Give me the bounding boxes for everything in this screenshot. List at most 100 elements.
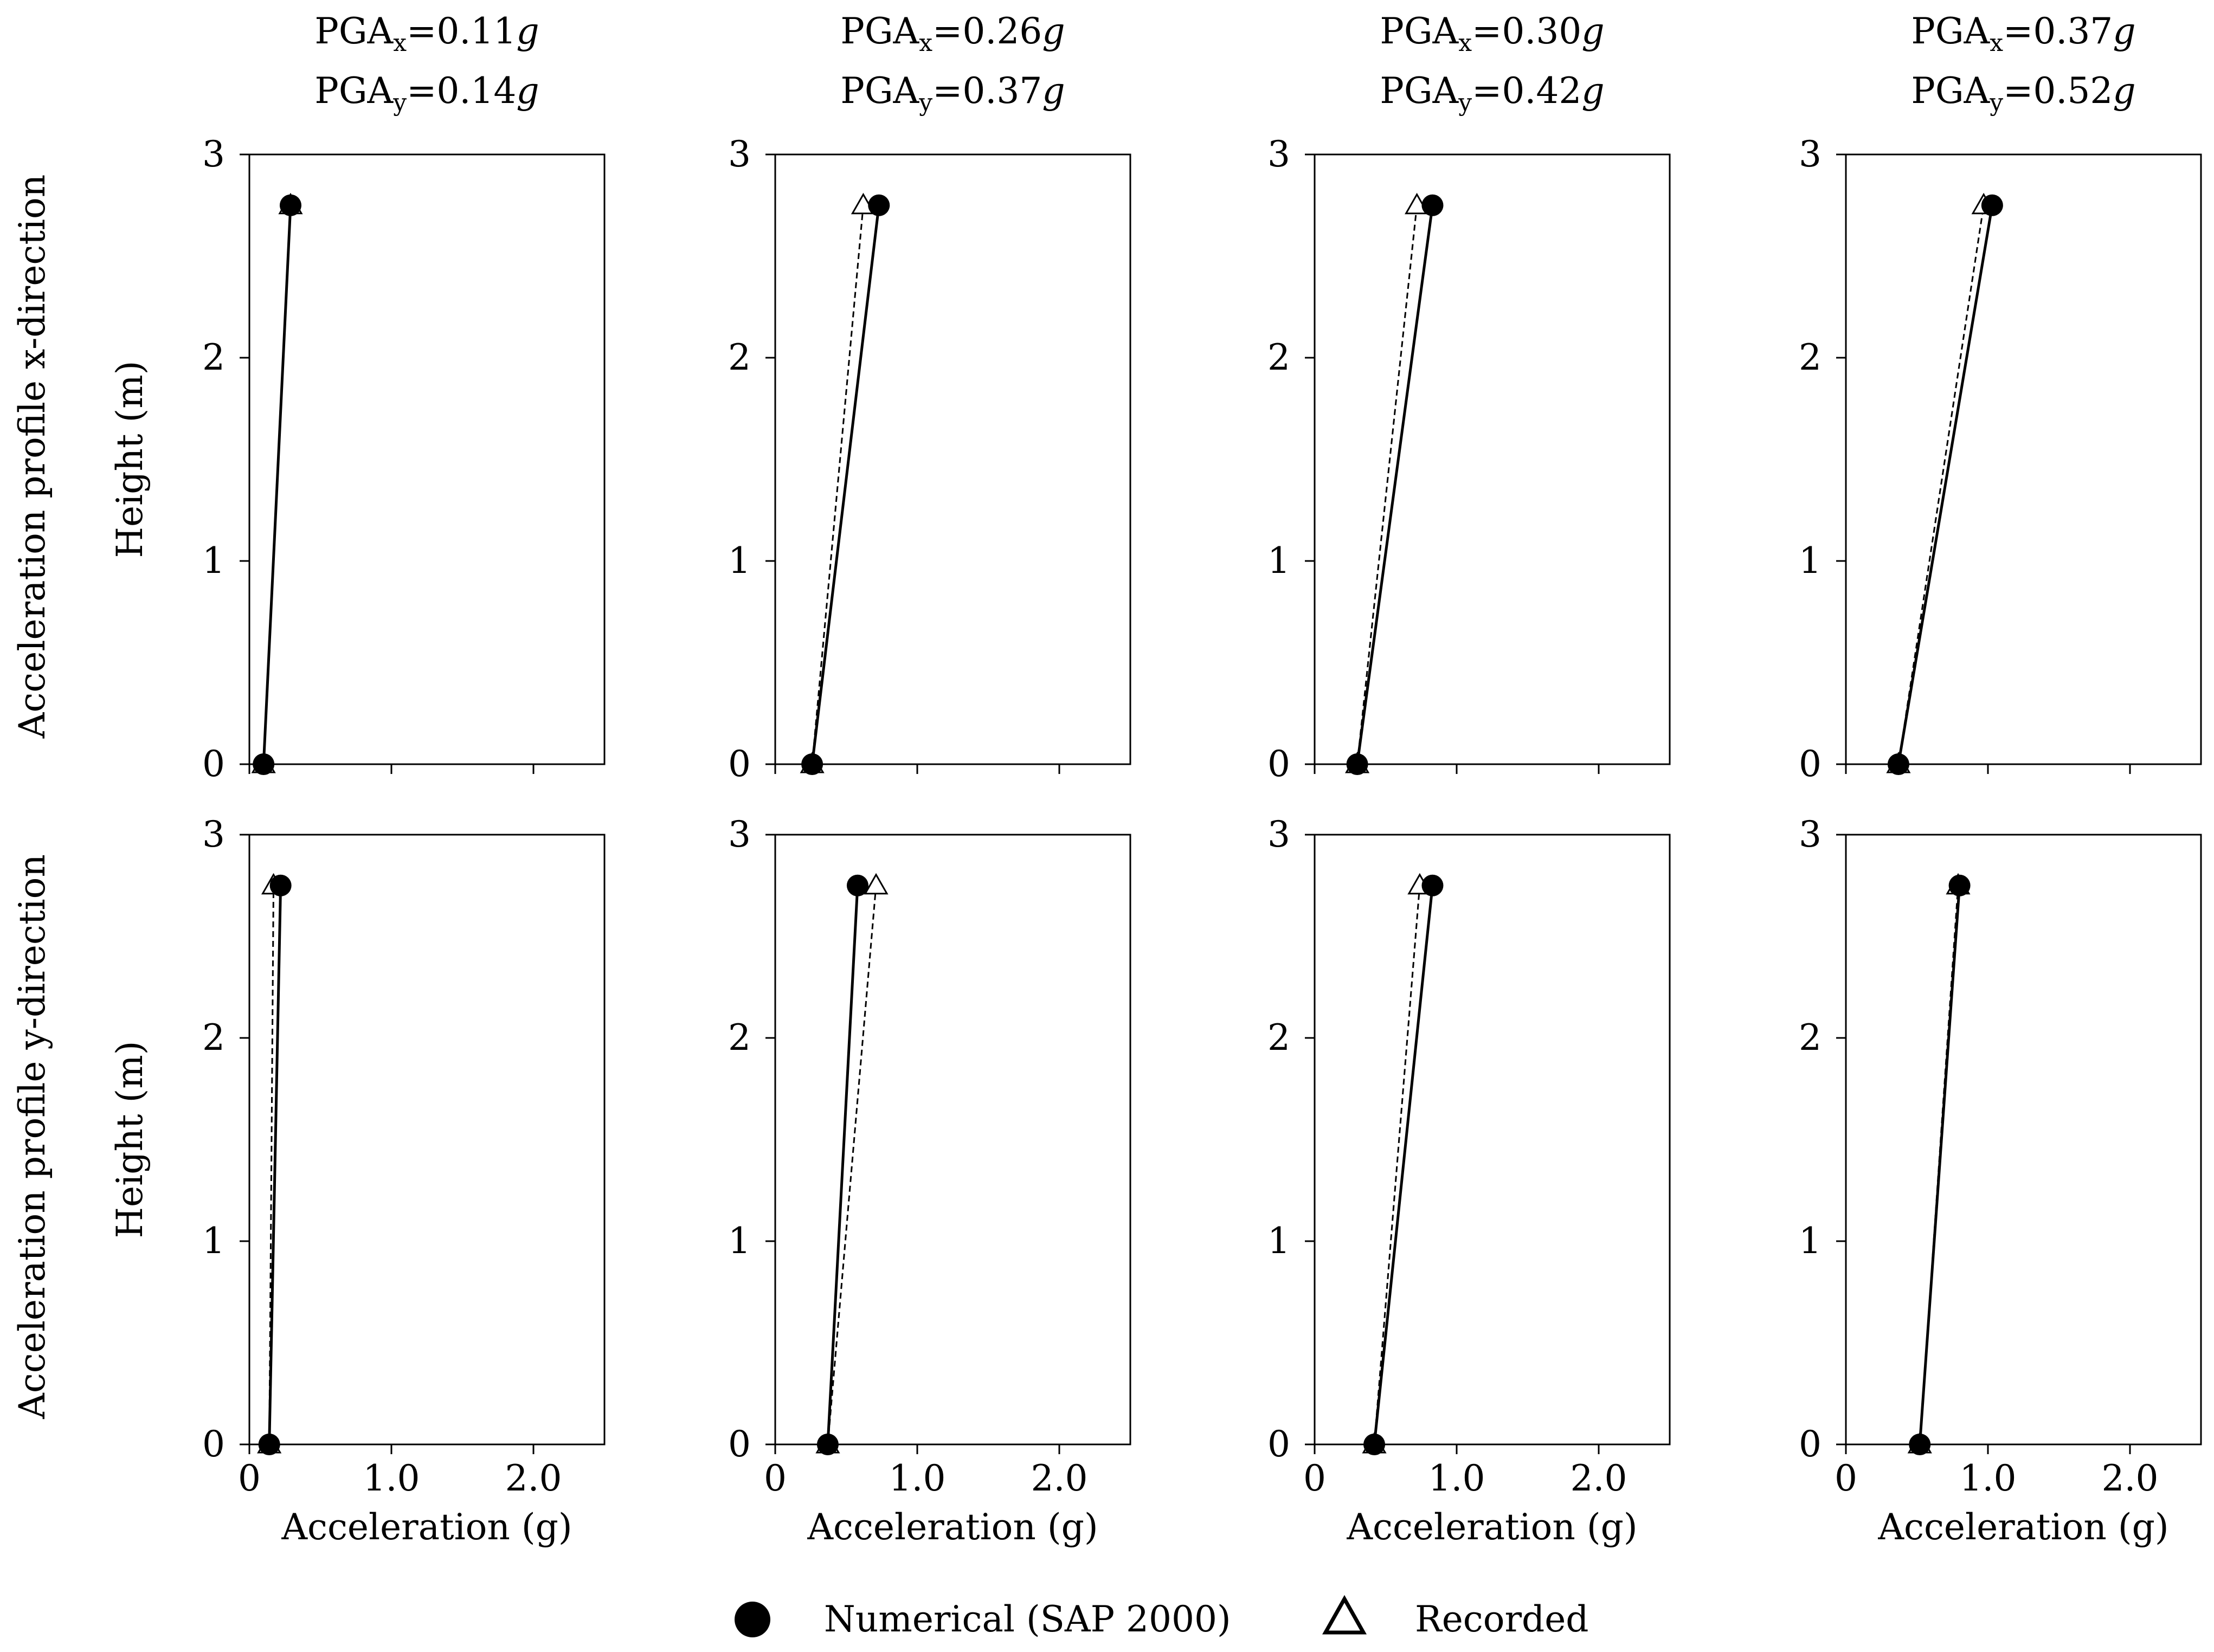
series-line-numerical [262, 205, 292, 765]
point-recorded [864, 873, 889, 895]
title-unit: g [2113, 10, 2135, 52]
title-value: =0.37 [2003, 10, 2113, 52]
y-tick-label: 0 [1799, 1423, 1822, 1465]
title-subscript: y [1989, 89, 2003, 117]
title-value: =0.26 [932, 10, 1042, 52]
point-numerical [868, 194, 890, 216]
title-subscript: y [392, 89, 407, 117]
x-tick-label: 0 [1303, 1457, 1326, 1499]
panel-title-line: PGAy=0.37g [840, 70, 1065, 117]
y-tick-label: 0 [1267, 1423, 1290, 1465]
point-numerical [1887, 753, 1909, 775]
chart-panel-row2-col3: 0 1 2 3 0 1.0 2.0 Acceleration (g) [1267, 814, 1671, 1548]
plot-frame [1845, 834, 2202, 1446]
title-pga: PGA [840, 70, 919, 112]
y-tick-label: 1 [1799, 1220, 1822, 1262]
x-tick-label: 2.0 [1031, 1457, 1088, 1499]
title-unit: g [1581, 70, 1604, 112]
y-tick-label: 3 [1267, 133, 1290, 175]
point-numerical [801, 753, 823, 775]
panel-title-line: PGAy=0.52g [1911, 70, 2135, 117]
plot-frame [774, 153, 1131, 765]
x-axis-label: Acceleration (g) [1877, 1506, 2168, 1548]
y-tick-label: 2 [1799, 337, 1822, 378]
x-tick-label: 0 [1835, 1457, 1857, 1499]
y-tick-label: 3 [1799, 814, 1822, 855]
plot-frame [774, 834, 1131, 1446]
y-tick-label: 2 [728, 337, 751, 378]
legend: Numerical (SAP 2000) Recorded [735, 1595, 1589, 1640]
y-tick-label: 0 [728, 743, 751, 785]
y-tick-label: 3 [728, 133, 751, 175]
title-pga: PGA [1911, 10, 1990, 52]
series-line-numerical [1897, 205, 1994, 765]
x-axis-label: Acceleration (g) [281, 1506, 572, 1548]
y-tick-label: 0 [1799, 743, 1822, 785]
title-pga: PGA [1380, 70, 1459, 112]
series-line-recorded [1897, 205, 1985, 765]
title-subscript: y [918, 89, 932, 117]
y-tick-label: 3 [202, 133, 225, 175]
x-tick-label: 2.0 [2102, 1457, 2159, 1499]
y-tick-label: 2 [728, 1017, 751, 1059]
series-line-recorded [1373, 885, 1421, 1445]
title-value: =0.37 [932, 70, 1042, 112]
point-numerical [269, 874, 292, 896]
plot-frame [248, 834, 606, 1446]
legend-label-numerical: Numerical (SAP 2000) [824, 1598, 1231, 1640]
y-tick-label: 2 [202, 337, 225, 378]
y-tick-label: 0 [202, 743, 225, 785]
title-pga: PGA [1380, 10, 1459, 52]
legend-label-recorded: Recorded [1415, 1598, 1589, 1640]
point-numerical [1346, 753, 1368, 775]
point-numerical [1981, 194, 2003, 216]
y-tick-label: 3 [1267, 814, 1290, 855]
legend-marker-recorded [1322, 1595, 1367, 1635]
series-line-numerical [268, 885, 282, 1445]
y-tick-label: 0 [1267, 743, 1290, 785]
panel-title-line: PGAx=0.37g [1911, 10, 2135, 57]
panel-title-line: PGAx=0.30g [1380, 10, 1604, 57]
series-line-recorded [811, 205, 864, 765]
x-tick-label: 1.0 [1960, 1457, 2017, 1499]
title-value: =0.11 [407, 10, 516, 52]
y-tick-label: 2 [1267, 1017, 1290, 1059]
title-subscript: x [1990, 29, 2003, 57]
y-tick-label: 3 [1799, 133, 1822, 175]
x-tick-label: 2.0 [505, 1457, 562, 1499]
y-tick-label: 3 [728, 814, 751, 855]
title-unit: g [1042, 70, 1065, 112]
series-line-numerical [1918, 885, 1961, 1445]
title-unit: g [516, 10, 539, 52]
x-tick-label: 0 [764, 1457, 787, 1499]
point-numerical [253, 753, 275, 775]
plot-frame [1314, 153, 1671, 765]
y-tick-label: 0 [202, 1423, 225, 1465]
title-unit: g [516, 70, 539, 112]
row-label-y-direction: Acceleration profile y-direction [11, 854, 53, 1419]
title-subscript: x [919, 29, 932, 57]
y-tick-label: 2 [1267, 337, 1290, 378]
title-value: =0.30 [1472, 10, 1581, 52]
point-numerical [1909, 1434, 1931, 1455]
panel-title-line: PGAy=0.42g [1380, 70, 1604, 117]
series-line-recorded [1356, 205, 1418, 765]
chart-panel-row2-col2: 0 1 2 3 0 1.0 2.0 Acceleration (g) [728, 814, 1131, 1548]
x-axis-label: Acceleration (g) [807, 1506, 1098, 1548]
x-tick-label: 0 [238, 1457, 261, 1499]
title-pga: PGA [840, 10, 919, 52]
title-value: =0.14 [407, 70, 516, 112]
x-axis-label: Acceleration (g) [1346, 1506, 1637, 1548]
series-line-numerical [826, 885, 859, 1445]
panel-title-line: PGAx=0.11g [314, 10, 539, 57]
title-pga: PGA [1911, 70, 1990, 112]
panel-title-line: PGAy=0.14g [314, 70, 539, 117]
title-pga: PGA [314, 70, 394, 112]
series-line-recorded [827, 885, 877, 1445]
y-tick-label: 2 [1799, 1017, 1822, 1059]
y-tick-label: 1 [202, 1220, 225, 1262]
